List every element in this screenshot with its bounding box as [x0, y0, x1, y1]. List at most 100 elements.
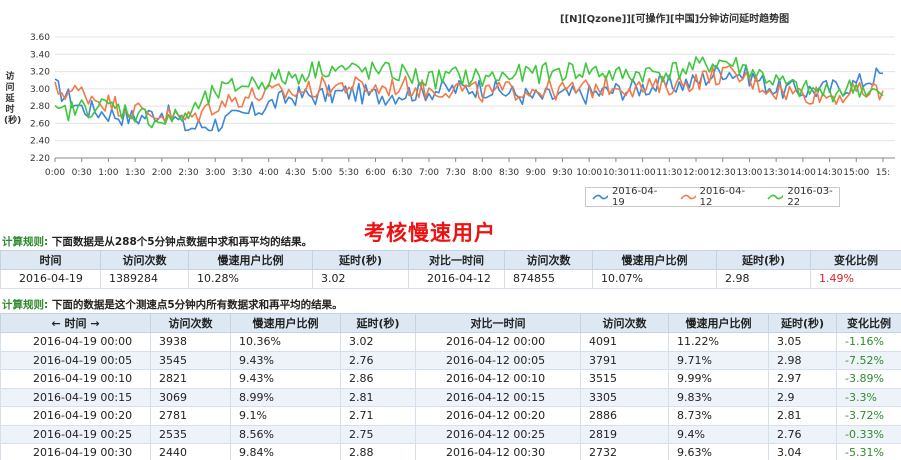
x-tick-label: 7:00: [419, 168, 439, 178]
table-cell: 2.76: [340, 350, 416, 370]
series-line-1: [54, 64, 884, 132]
table-cell: 2.75: [340, 424, 416, 444]
legend-label: 2016-04-12: [699, 186, 746, 208]
change-ratio-cell: -7.52%: [836, 350, 901, 370]
table-cell: 2016-04-12 00:15: [415, 387, 581, 407]
table-cell: 3.02: [312, 269, 409, 289]
calculation-rule-2: 计算规则: 下面的数据是这个测速点5分钟内所有数据求和再平均的结果。: [2, 297, 343, 312]
legend-swatch-icon: [680, 194, 696, 200]
legend-item-series-1[interactable]: 2016-04-19: [592, 186, 664, 208]
change-ratio-cell: 1.49%: [810, 269, 901, 289]
legend-item-series-2[interactable]: 2016-04-12: [680, 186, 752, 208]
change-ratio-cell: -5.31%: [836, 443, 901, 460]
table-cell: 2016-04-12 00:30: [415, 443, 581, 460]
y-tick-label: 3.00: [30, 85, 50, 95]
table-cell: 3938: [150, 332, 231, 352]
table-cell: 3305: [580, 387, 669, 407]
y-tick-label: 3.40: [30, 50, 50, 60]
table-cell: 3.05: [768, 332, 837, 352]
table-cell: 2.81: [340, 387, 416, 407]
table-row: 2016-04-19 00:30 2440 9.84% 2.88 2016-04-12 …: [0, 443, 901, 460]
rule-text: 下面数据是从288个5分钟点数据中求和再平均的结果。: [48, 236, 313, 248]
x-tick-label: 12:00: [683, 168, 709, 178]
table-cell: 2016-04-19 00:30: [0, 443, 151, 460]
table-cell: 2016-04-19 00:00: [0, 332, 151, 352]
rule-key: 计算规则:: [2, 299, 49, 311]
x-tick-label: 3:00: [205, 168, 225, 178]
table-cell: 9.84%: [230, 443, 341, 460]
x-tick-label: 13:00: [736, 168, 762, 178]
table-cell: 9.43%: [230, 350, 341, 370]
y-tick-label: 2.40: [30, 137, 50, 147]
legend-item-series-3[interactable]: 2016-03-22: [767, 186, 839, 208]
table-row: 2016-04-19 00:15 3069 8.99% 2.81 2016-04-12 …: [0, 387, 901, 407]
col-header: 慢速用户比例: [188, 250, 313, 270]
table-cell: 9.4%: [668, 424, 769, 444]
table-cell: 11.22%: [668, 332, 769, 352]
x-tick-label: 12:30: [710, 168, 736, 178]
table-cell: 2.81: [768, 406, 837, 426]
table-cell: 2016-04-19 00:15: [0, 387, 151, 407]
col-header: 时间: [0, 250, 101, 270]
table-cell: 2016-04-19 00:20: [0, 406, 151, 426]
table-cell: 2821: [150, 369, 231, 389]
table-cell: 874855: [504, 269, 593, 289]
col-header: 变化比例: [836, 313, 901, 333]
y-tick-label: 2.20: [30, 154, 50, 164]
chart-canvas: 3.60 3.40 3.20 3.00 2.80 2.60 2.40 2.20 0:00 0:30…: [30, 33, 895, 178]
x-tick-label: 0:30: [72, 168, 92, 178]
table-cell: 3.04: [768, 443, 837, 460]
rule-key: 计算规则:: [2, 236, 49, 248]
chart-legend: 2016-04-19 2016-04-12 2016-03-22: [585, 186, 840, 208]
table-cell: 2016-04-12 00:00: [415, 332, 581, 352]
table-cell: 10.36%: [230, 332, 341, 352]
table-cell: 2016-04-12 00:20: [415, 406, 581, 426]
table-cell: 2.71: [340, 406, 416, 426]
change-ratio-cell: -3.72%: [836, 406, 901, 426]
table-cell: 9.63%: [668, 443, 769, 460]
x-tick-label: 10:30: [603, 168, 629, 178]
table-cell: 2.88: [340, 443, 416, 460]
x-tick-label: 2:00: [152, 168, 172, 178]
change-ratio-cell: -0.33%: [836, 424, 901, 444]
table-cell: 2732: [580, 443, 669, 460]
table-cell: 2.9: [768, 387, 837, 407]
col-header: 访问次数: [580, 313, 669, 333]
table-cell: 9.99%: [668, 369, 769, 389]
table-cell: 2.86: [340, 369, 416, 389]
table-row: 2016-04-19 00:25 2535 8.56% 2.75 2016-04-12 …: [0, 424, 901, 444]
y-tick-label: 2.80: [30, 102, 50, 112]
table-cell: 3545: [150, 350, 231, 370]
col-header: 延时(秒): [340, 313, 416, 333]
x-tick-label: 1:30: [125, 168, 145, 178]
change-ratio-cell: -1.16%: [836, 332, 901, 352]
col-header: 对比一时间: [415, 313, 581, 333]
table-cell: 8.99%: [230, 387, 341, 407]
x-tick-label: 4:30: [285, 168, 305, 178]
table-cell: 9.83%: [668, 387, 769, 407]
table-cell: 4091: [580, 332, 669, 352]
y-tick-label: 3.20: [30, 68, 50, 78]
calculation-rule-1: 计算规则: 下面数据是从288个5分钟点数据中求和再平均的结果。: [2, 234, 312, 249]
x-tick-label: 2:30: [178, 168, 198, 178]
table-cell: 9.43%: [230, 369, 341, 389]
detail-header-row: ← 时间 → 访问次数 慢速用户比例 延时(秒) 对比一时间 访问次数 慢速用户…: [0, 313, 901, 333]
y-tick-label: 2.60: [30, 119, 50, 129]
x-tick-label: 13:30: [763, 168, 789, 178]
summary-table: 时间 访问次数 慢速用户比例 延时(秒) 对比一时间 访问次数 慢速用户比例 延…: [0, 250, 901, 289]
time-column-header-sortable[interactable]: ← 时间 →: [0, 313, 151, 333]
x-tick-label: 5:30: [339, 168, 359, 178]
col-header: 访问次数: [100, 250, 189, 270]
series-line-3: [54, 56, 884, 129]
col-header: 对比一时间: [408, 250, 505, 270]
table-cell: 2016-04-19 00:05: [0, 350, 151, 370]
latency-trend-chart: 3.60 3.40 3.20 3.00 2.80 2.60 2.40 2.20 0:00 0:30…: [0, 0, 901, 212]
x-tick-label: 15:00: [843, 168, 869, 178]
table-cell: 2.98: [768, 350, 837, 370]
table-row: 2016-04-19 00:20 2781 9.1% 2.71 2016-04-12 0…: [0, 406, 901, 426]
x-tick-label: 4:00: [259, 168, 279, 178]
slow-user-heading: 考核慢速用户: [364, 221, 496, 245]
table-cell: 2016-04-12 00:05: [415, 350, 581, 370]
legend-label: 2016-04-19: [612, 186, 658, 208]
table-cell: 9.1%: [230, 406, 341, 426]
